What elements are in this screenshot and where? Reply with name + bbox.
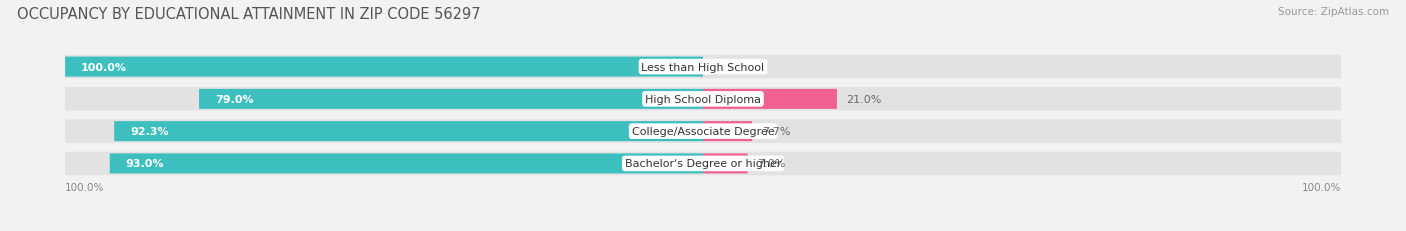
FancyBboxPatch shape	[114, 122, 703, 142]
FancyBboxPatch shape	[65, 57, 703, 77]
Text: High School Diploma: High School Diploma	[645, 94, 761, 104]
FancyBboxPatch shape	[703, 89, 837, 109]
Text: 7.7%: 7.7%	[762, 127, 790, 137]
Text: 93.0%: 93.0%	[125, 159, 165, 169]
Text: 92.3%: 92.3%	[131, 127, 169, 137]
FancyBboxPatch shape	[200, 89, 703, 109]
FancyBboxPatch shape	[65, 152, 1341, 175]
FancyBboxPatch shape	[65, 56, 1341, 79]
Text: Bachelor's Degree or higher: Bachelor's Degree or higher	[624, 159, 782, 169]
Text: 100.0%: 100.0%	[82, 62, 127, 72]
FancyBboxPatch shape	[65, 88, 1341, 111]
Text: OCCUPANCY BY EDUCATIONAL ATTAINMENT IN ZIP CODE 56297: OCCUPANCY BY EDUCATIONAL ATTAINMENT IN Z…	[17, 7, 481, 22]
FancyBboxPatch shape	[703, 154, 748, 174]
Text: 79.0%: 79.0%	[215, 94, 253, 104]
Text: 21.0%: 21.0%	[846, 94, 882, 104]
Text: Less than High School: Less than High School	[641, 62, 765, 72]
Text: 100.0%: 100.0%	[1302, 182, 1341, 192]
Text: College/Associate Degree: College/Associate Degree	[631, 127, 775, 137]
Text: 7.0%: 7.0%	[758, 159, 786, 169]
FancyBboxPatch shape	[703, 122, 752, 142]
FancyBboxPatch shape	[110, 154, 703, 174]
FancyBboxPatch shape	[65, 120, 1341, 143]
Text: 100.0%: 100.0%	[65, 182, 104, 192]
Text: Source: ZipAtlas.com: Source: ZipAtlas.com	[1278, 7, 1389, 17]
